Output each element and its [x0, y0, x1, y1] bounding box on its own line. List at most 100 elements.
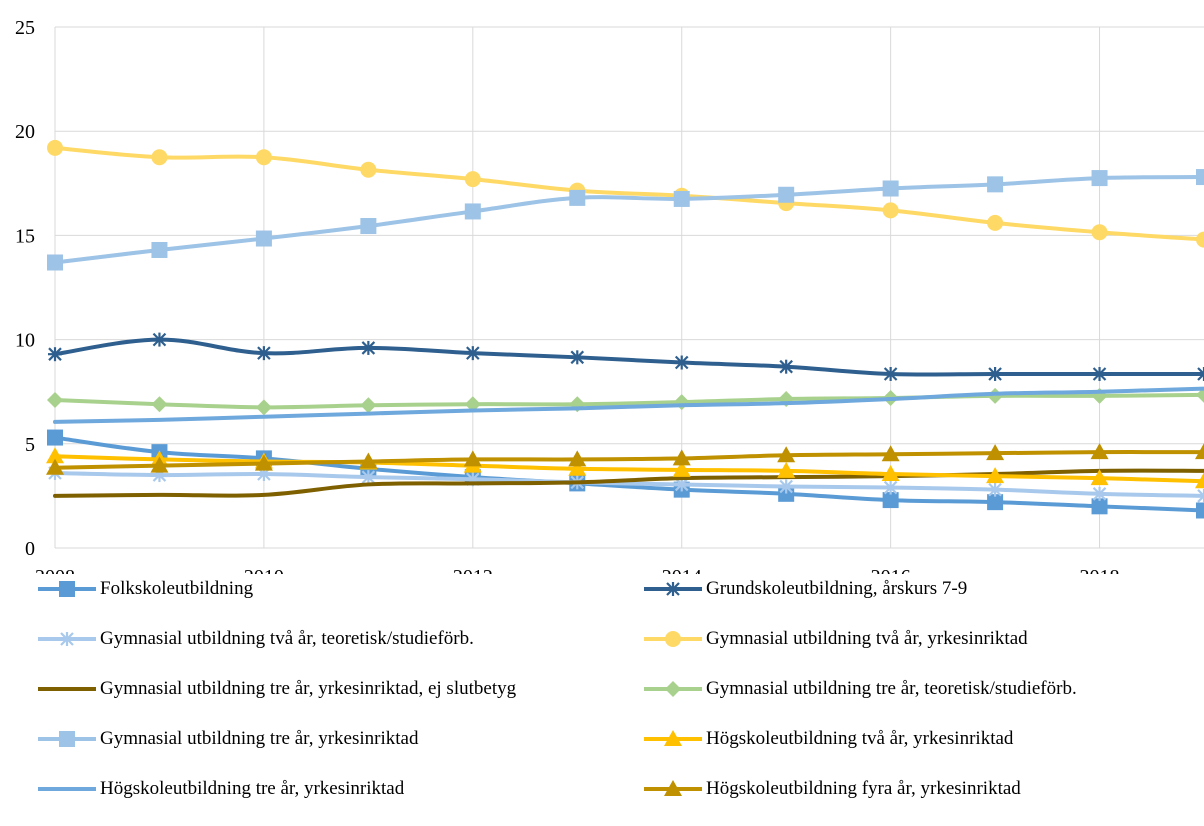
x-tick-label: 2014: [662, 566, 702, 574]
x-tick-label: 2012: [453, 566, 493, 574]
legend-item: Gymnasial utbildning två år, teoretisk/s…: [36, 624, 474, 654]
legend-item: Högskoleutbildning två år, yrkesinriktad: [642, 724, 1013, 754]
data-point: [883, 480, 898, 495]
data-point: [1195, 472, 1204, 489]
series-3: [47, 139, 1204, 248]
data-point: [151, 149, 168, 166]
data-point: [987, 214, 1004, 231]
series-line: [53, 454, 1204, 484]
data-point: [465, 346, 480, 361]
legend-swatch-icon: [644, 681, 702, 697]
data-point: [568, 450, 587, 467]
legend-marker: [59, 581, 75, 597]
data-point: [152, 332, 167, 347]
series-6: [47, 169, 1204, 271]
legend-label: Gymnasial utbildning två år, teoretisk/s…: [100, 628, 474, 649]
data-point: [881, 465, 900, 482]
plot-area: 0 5 10 15 20 25 2008 2010 2012 2014 2016 2018: [15, 17, 1204, 588]
legend-item: Gymnasial utbildning tre år, teoretisk/s…: [642, 674, 1077, 704]
legend-swatch-icon: [644, 631, 702, 647]
data-point: [988, 366, 1003, 381]
legend-swatch-icon: [644, 730, 702, 746]
data-point: [255, 399, 272, 416]
data-point: [1092, 486, 1107, 501]
legend-marker: [60, 632, 74, 646]
data-point: [1091, 498, 1108, 515]
legend-label: Högskoleutbildning tre år, yrkesinriktad: [100, 778, 405, 799]
data-point: [987, 176, 1004, 193]
legend-label: Gymnasial utbildning två år, yrkesinrikt…: [706, 628, 1028, 649]
legend-swatch-icon: [38, 731, 96, 747]
legend-marker: [666, 582, 680, 596]
data-point: [1196, 386, 1204, 403]
series-line: [53, 450, 1204, 470]
data-point: [361, 470, 376, 485]
data-point: [779, 359, 794, 374]
data-point: [464, 171, 481, 188]
data-point: [254, 454, 273, 471]
series-line: [53, 435, 1204, 513]
x-tick-label: 2016: [871, 566, 911, 574]
data-point: [672, 460, 691, 477]
data-point: [568, 459, 587, 476]
data-point: [882, 180, 899, 197]
y-tick-label: 0: [25, 538, 35, 560]
data-point: [150, 456, 169, 473]
legend-swatch-icon: [644, 582, 702, 596]
data-point: [151, 396, 168, 413]
data-point: [674, 477, 689, 492]
legend-label: Folkskoleutbildning: [100, 578, 254, 599]
data-point: [987, 494, 1004, 511]
data-point: [777, 446, 796, 463]
x-tick-label: 2010: [244, 566, 284, 574]
series-line: [53, 175, 1204, 265]
data-point: [46, 458, 64, 475]
data-point: [1090, 469, 1109, 486]
series-9: [46, 443, 1204, 475]
data-point: [151, 241, 168, 258]
data-point: [881, 445, 900, 462]
data-point: [672, 449, 691, 466]
data-point: [569, 189, 586, 206]
data-point: [361, 340, 376, 355]
legend-swatch-icon: [38, 632, 96, 646]
legend-item: Högskoleutbildning tre år, yrkesinriktad: [36, 774, 404, 804]
data-point: [779, 479, 794, 494]
legend-marker: [59, 731, 75, 747]
series-line: [53, 468, 1204, 498]
data-point: [47, 429, 63, 446]
data-point: [570, 350, 585, 365]
y-tick-label: 15: [15, 225, 35, 247]
data-point: [1196, 169, 1204, 186]
data-point: [1196, 231, 1204, 248]
data-point: [778, 186, 795, 203]
data-point: [986, 467, 1005, 484]
data-point: [986, 444, 1005, 461]
series-line: [53, 386, 1204, 424]
legend-item: Gymnasial utbildning två år, yrkesinrikt…: [642, 624, 1028, 654]
data-point: [882, 202, 899, 219]
data-point: [48, 347, 62, 362]
data-point: [1197, 488, 1204, 503]
y-tick-label: 20: [15, 121, 35, 143]
legend-swatch-icon: [38, 581, 96, 597]
data-point: [464, 396, 481, 413]
legend-marker: [665, 631, 681, 647]
data-point: [1196, 502, 1204, 519]
series-8: [53, 386, 1204, 424]
series-line: [53, 470, 1204, 498]
legend-item: Högskoleutbildning fyra år, yrkesinrikta…: [642, 774, 1021, 804]
y-tick-label: 5: [25, 434, 35, 456]
data-point: [1091, 170, 1108, 187]
y-tick-label: 25: [15, 17, 35, 39]
data-point: [1090, 443, 1109, 460]
data-point: [256, 346, 271, 361]
data-point: [47, 254, 63, 271]
data-point: [777, 461, 796, 478]
x-tick-label: 2018: [1080, 566, 1120, 574]
legend-marker: [664, 730, 682, 746]
series-line: [53, 337, 1204, 377]
data-point: [1195, 443, 1204, 460]
legend-label: Gymnasial utbildning tre år, yrkesinrikt…: [100, 678, 517, 699]
